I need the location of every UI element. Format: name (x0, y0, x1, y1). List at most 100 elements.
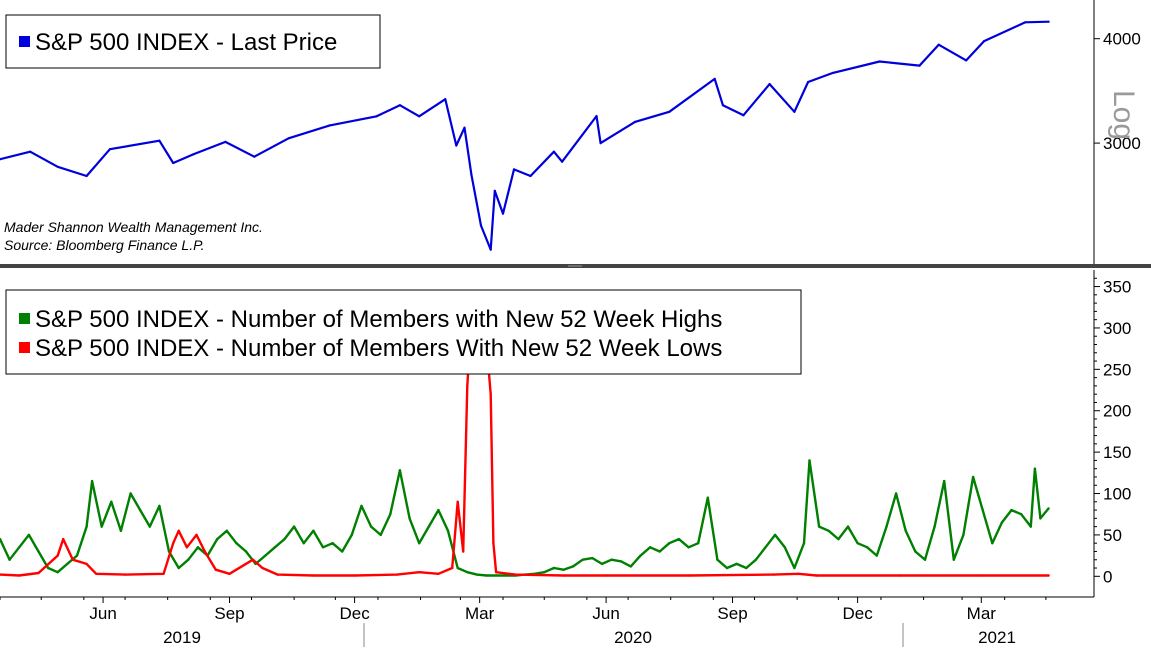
highs-point (177, 566, 180, 570)
highs-point (885, 525, 888, 528)
lows-point (85, 562, 88, 566)
price-point (807, 80, 810, 84)
lows-point (177, 529, 180, 532)
highs-point (764, 546, 767, 549)
highs-point (991, 542, 994, 545)
highs-point (66, 562, 69, 566)
lows-point (37, 571, 40, 575)
x-year-label: 2021 (978, 628, 1016, 647)
highs-point (350, 533, 353, 537)
lows-series-line (0, 289, 1049, 577)
highs-point (591, 556, 594, 560)
highs-point (437, 508, 440, 512)
highs-point (312, 529, 315, 532)
bottom-legend: S&P 500 INDEX - Number of Members with N… (5, 289, 802, 375)
bottom-y-tick-label: 300 (1103, 319, 1131, 338)
lows-point (62, 537, 65, 541)
highs-point (331, 542, 334, 545)
highs-point (264, 554, 267, 557)
x-ticks: Jun Sep Dec Mar Jun Sep Dec Mar (0, 597, 1047, 623)
x-year-label: 2020 (614, 628, 652, 647)
highs-point (1033, 467, 1037, 470)
x-tick-label: Dec (842, 604, 873, 623)
lows-point (562, 574, 565, 577)
lows-point (466, 384, 469, 388)
highs-point (846, 525, 850, 528)
price-point (418, 115, 421, 118)
highs-point (716, 558, 719, 561)
price-point (793, 110, 796, 113)
lows-point (162, 572, 165, 575)
highs-point (341, 550, 344, 553)
lows-point (899, 574, 902, 577)
top-y-tick-label: 3000 (1103, 134, 1141, 153)
highs-point (952, 558, 955, 561)
highs-point (1047, 507, 1050, 510)
highs-point (571, 565, 575, 568)
highs-point (360, 504, 363, 508)
legend-swatch-highs (19, 313, 30, 324)
highs-point (427, 525, 430, 528)
highs-point (56, 571, 59, 574)
highs-point (933, 525, 936, 528)
highs-point (110, 500, 113, 503)
price-point (713, 77, 716, 80)
highs-point (866, 546, 869, 549)
price-point (937, 43, 940, 46)
price-point (831, 71, 835, 74)
highs-point (658, 550, 661, 553)
price-point (493, 189, 496, 192)
price-point (721, 104, 725, 107)
credit-line-1: Mader Shannon Wealth Management Inc. (4, 219, 263, 235)
highs-point (235, 542, 238, 545)
x-tick-label: Sep (717, 604, 747, 623)
highs-point (837, 537, 840, 541)
highs-point (1029, 525, 1033, 528)
top-y-tick-label: 4000 (1103, 30, 1141, 49)
highs-point (187, 558, 190, 561)
highs-point (292, 525, 296, 528)
highs-point (639, 554, 642, 557)
highs-point (119, 529, 123, 532)
price-point (328, 124, 331, 127)
highs-point (943, 479, 946, 483)
x-year-labels: 2019 2020 2021 (163, 628, 1016, 647)
price-point (192, 153, 195, 156)
bottom-y-tick-label: 150 (1103, 443, 1131, 462)
scale-label: Log (1107, 90, 1140, 140)
highs-point (581, 558, 584, 561)
price-point (595, 115, 598, 118)
highs-point (494, 574, 498, 577)
top-y-ticks: 3000 4000 (1094, 30, 1141, 153)
highs-point (27, 533, 31, 537)
bottom-y-tick-label: 0 (1103, 567, 1112, 586)
price-point (501, 212, 505, 215)
price-series-group (0, 20, 1050, 251)
highs-point (914, 550, 917, 553)
highs-point (600, 562, 604, 566)
top-legend-box (5, 14, 381, 69)
lows-point (437, 572, 440, 575)
highs-point (629, 565, 632, 568)
lows-point (494, 571, 498, 574)
x-tick-label: Mar (465, 604, 495, 623)
lows-point (195, 533, 198, 537)
price-point (668, 110, 671, 113)
highs-point (802, 542, 806, 545)
x-tick-label: Mar (967, 604, 997, 623)
highs-point (369, 525, 373, 528)
highs-point (793, 566, 796, 570)
bottom-legend-box (5, 289, 802, 375)
lows-point (203, 550, 206, 553)
highs-point (543, 571, 546, 574)
price-point (633, 120, 637, 123)
price-point (1024, 21, 1027, 24)
highs-point (706, 496, 709, 499)
lows-point (514, 573, 517, 576)
price-point (287, 137, 290, 140)
highs-point (216, 537, 219, 541)
legend-swatch-price (19, 36, 30, 47)
highs-point (75, 554, 79, 557)
